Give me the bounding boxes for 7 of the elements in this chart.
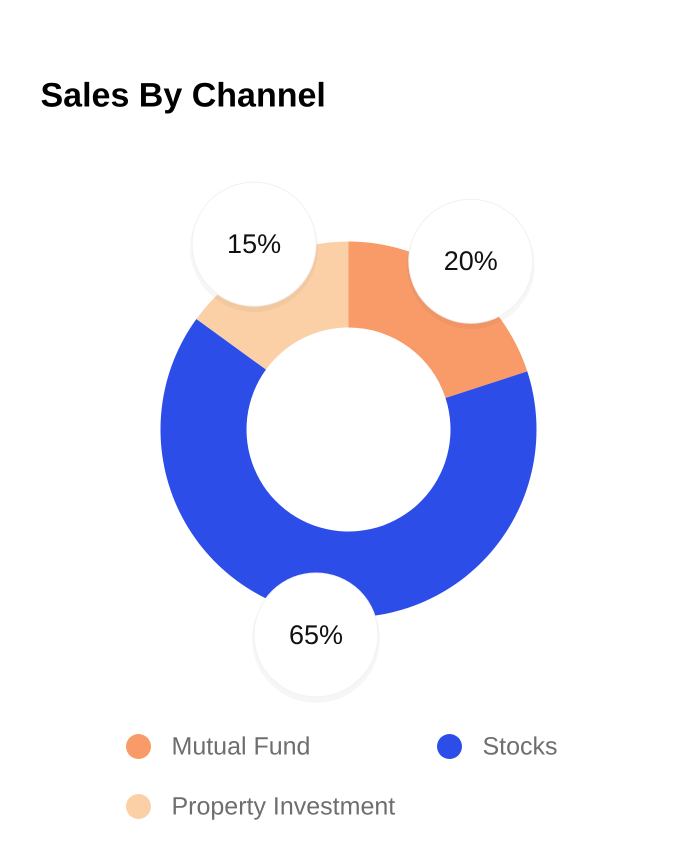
data-label: 20% <box>444 246 498 276</box>
data-label: 65% <box>288 620 343 650</box>
chart-title: Sales By Channel <box>40 76 326 114</box>
legend-label: Stocks <box>482 732 558 760</box>
legend-label: Mutual Fund <box>172 732 310 760</box>
data-label: 15% <box>227 229 282 260</box>
legend-label: Property Investment <box>172 792 396 820</box>
